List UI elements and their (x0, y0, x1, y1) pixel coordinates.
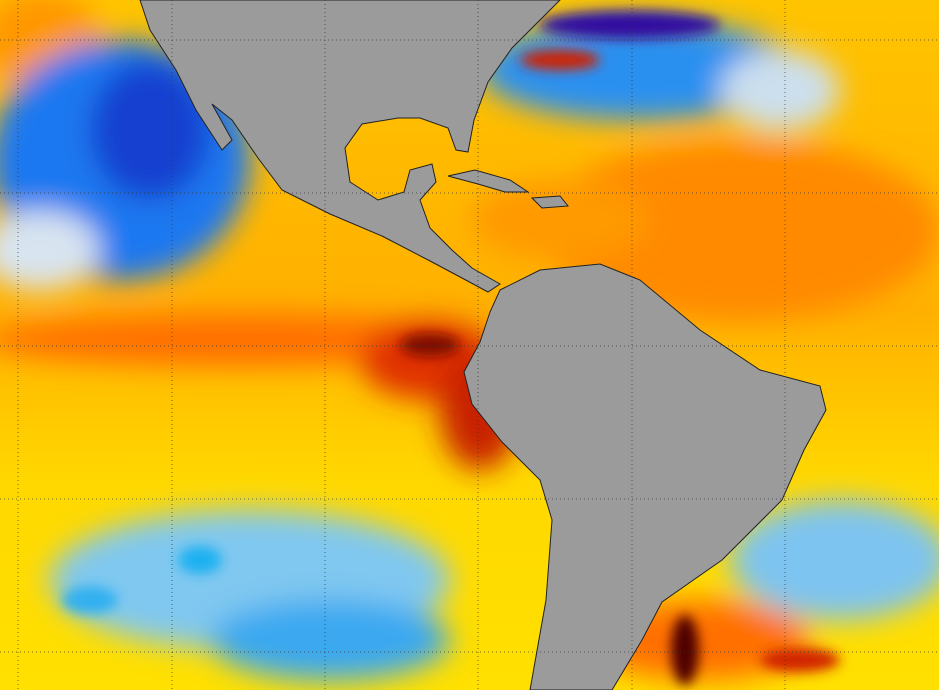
north-america (139, 0, 561, 293)
warm-patch (470, 180, 650, 260)
warm-filament (760, 648, 840, 672)
land (139, 0, 827, 690)
cool-patch (90, 60, 210, 200)
cool-patch (210, 600, 450, 680)
hispaniola (530, 195, 569, 209)
anomaly-detail (62, 11, 840, 685)
cold-spot (540, 11, 720, 39)
neutral-patch (720, 50, 840, 130)
hot-spot (671, 615, 699, 685)
cool-patch (62, 586, 118, 614)
warm-filament (520, 50, 600, 70)
cool-patch (730, 500, 939, 620)
neutral-patch (0, 210, 100, 290)
cool-patch (480, 20, 800, 120)
cool-patch (178, 546, 222, 574)
south-america (463, 263, 827, 690)
hot-spot (400, 333, 460, 357)
warm-patch (540, 140, 939, 320)
